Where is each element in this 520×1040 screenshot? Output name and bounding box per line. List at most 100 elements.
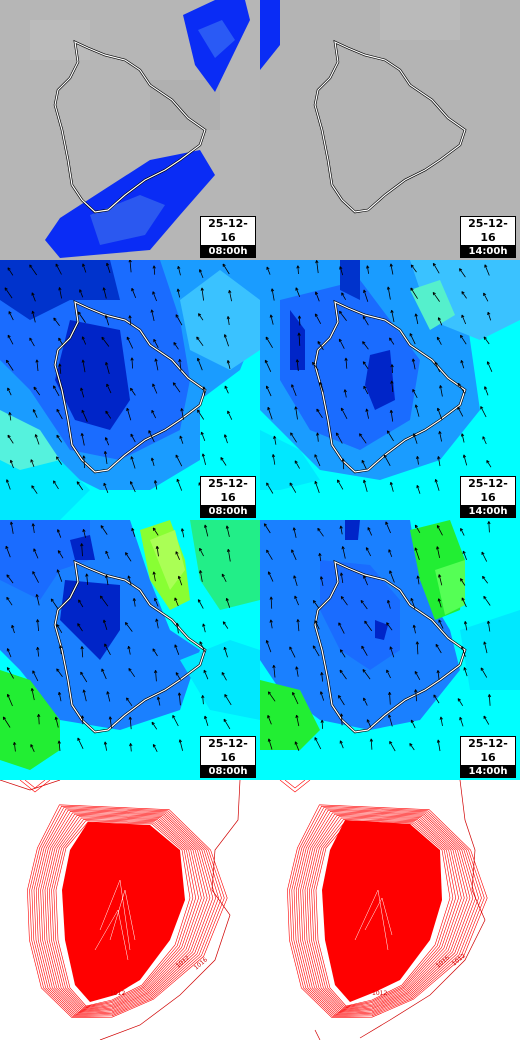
wind-arrow (80, 646, 84, 658)
wind-arrow (173, 342, 179, 350)
wind-arrow (56, 434, 63, 443)
wind-arrow (363, 289, 369, 302)
wind-arrow (35, 359, 39, 372)
wind-arrow (36, 646, 40, 657)
wind-arrow (6, 574, 14, 584)
wind-arrow (289, 482, 297, 493)
pressure-contour-map-0800-svg: 1012 1012 1016 (0, 780, 260, 1040)
wind-arrow (389, 337, 395, 345)
pressure-contour (40, 812, 211, 1013)
wind-arrow (103, 741, 108, 751)
wind-arrow (224, 694, 232, 706)
wind-arrow (363, 575, 368, 586)
wind-arrow (101, 336, 110, 347)
wind-arrow (317, 341, 324, 351)
wind-arrow (341, 458, 345, 470)
wind-arrow (414, 689, 418, 702)
wind-arrow (269, 619, 273, 629)
wind-arrow (13, 741, 17, 752)
wind-arrow (486, 361, 493, 372)
pressure-contour (35, 809, 217, 1015)
wind-arrow (7, 434, 14, 444)
wind-arrow (439, 385, 443, 397)
wind-arrow (312, 361, 319, 371)
wind-arrow (100, 525, 108, 535)
wind-arrow (108, 716, 113, 729)
wind-arrow (8, 311, 14, 321)
wind-arrow (32, 670, 39, 682)
wind-arrow (295, 359, 300, 372)
wind-arrow (6, 479, 11, 490)
wind-arrow (221, 671, 227, 681)
wind-arrow (267, 691, 276, 702)
wind-arrow (204, 524, 209, 537)
wind-arrow (105, 410, 112, 419)
wind-arrow (85, 573, 89, 585)
wind-arrow (152, 265, 156, 275)
wind-arrow (480, 667, 488, 678)
wind-arrow (103, 482, 109, 494)
wind-arrow (50, 598, 59, 610)
wind-arrow (360, 599, 368, 610)
wind-arrow (204, 715, 209, 727)
wind-arrow (339, 525, 343, 535)
wind-arrow (99, 595, 109, 607)
wind-arrow (131, 287, 137, 299)
wind-arrow (177, 575, 183, 586)
wind-arrow (415, 641, 419, 655)
wind-arrow (436, 336, 442, 345)
wind-arrow (125, 552, 132, 562)
wind-arrow (130, 387, 136, 396)
wind-arrow (175, 672, 181, 681)
wind-arrow (339, 649, 346, 658)
wind-arrow (132, 597, 137, 607)
wind-arrow (461, 597, 467, 608)
wind-arrow (434, 479, 440, 491)
wind-arrow (436, 546, 440, 558)
wind-arrow (37, 714, 41, 725)
wind-arrow (176, 478, 183, 491)
pressure-contour (298, 811, 474, 1014)
wind-arrow (480, 406, 487, 418)
wind-arrow (128, 315, 132, 325)
wind-arrow (223, 434, 228, 444)
wind-arrow (35, 594, 40, 606)
wind-arrow (385, 521, 391, 534)
wind-arrow (267, 571, 274, 582)
wind-arrow (386, 669, 391, 679)
wind-arrow (487, 521, 491, 533)
wind-arrow (6, 667, 14, 679)
pressure-contour (33, 808, 219, 1016)
wind-arrow (106, 383, 112, 394)
wind-arrow (416, 485, 421, 494)
wind-arrow (362, 341, 369, 350)
wind-arrow (337, 479, 344, 490)
wind-arrow (131, 527, 136, 537)
wind-arrow (343, 389, 347, 398)
timestamp-badge: 25-12-16 14:00h (460, 736, 516, 778)
wind-arrow (383, 454, 391, 466)
wind-arrow (104, 437, 110, 446)
timestamp-badge: 25-12-16 08:00h (200, 476, 256, 518)
wind-arrow (340, 596, 348, 606)
wind-arrow (34, 434, 40, 445)
wind-arrow (457, 382, 466, 395)
wind-arrow (389, 409, 394, 422)
wind-arrow (365, 547, 372, 557)
wind-arrow (128, 667, 136, 678)
wind-arrow (11, 624, 15, 634)
wind-arrow (412, 433, 418, 444)
wind-arrow (82, 455, 86, 469)
wind-arrow (130, 456, 136, 469)
wind-arrow (432, 262, 440, 274)
wind-arrow (58, 337, 64, 346)
wind-arrow (341, 292, 347, 301)
wind-arrow (296, 619, 300, 632)
pressure-contour (306, 816, 462, 1010)
wind-arrow (154, 670, 158, 682)
pressure-contour-map-1400: 1016 1012 1012 (260, 780, 520, 1040)
wind-arrow (32, 571, 39, 583)
wind-arrow (316, 408, 323, 419)
wind-arrow (481, 551, 488, 562)
wind-map-0800-svg (0, 260, 260, 520)
